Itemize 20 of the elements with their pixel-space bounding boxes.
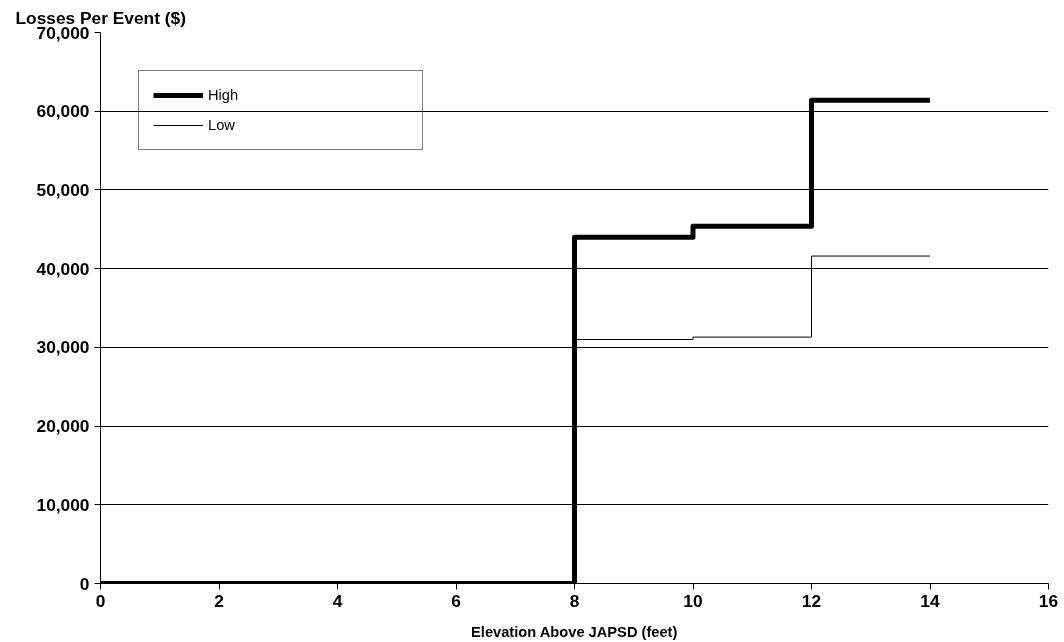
legend-label: Low	[208, 117, 236, 133]
y-tick-label: 10,000	[36, 494, 90, 515]
x-tick-label: 8	[569, 590, 580, 611]
y-tick-label: 30,000	[36, 337, 90, 358]
x-tick-label: 12	[801, 590, 822, 611]
x-axis-title: Elevation Above JAPSD (feet)	[471, 623, 678, 640]
x-tick-label: 2	[214, 590, 224, 611]
legend-label: High	[208, 87, 240, 103]
y-tick-label: 20,000	[36, 416, 90, 437]
x-tick-label: 6	[451, 590, 462, 611]
x-tick-label: 0	[95, 590, 106, 611]
x-tick-label: 14	[920, 590, 940, 611]
y-tick-label: 40,000	[36, 258, 90, 279]
y-tick-label: 60,000	[36, 101, 90, 122]
x-tick-label: 4	[332, 590, 343, 611]
y-tick-label: 50,000	[36, 179, 90, 200]
x-tick-label: 16	[1038, 590, 1059, 611]
y-tick-label: 0	[79, 573, 90, 594]
x-tick-label: 10	[683, 590, 703, 611]
y-axis-title: Losses Per Event ($)	[15, 7, 186, 28]
